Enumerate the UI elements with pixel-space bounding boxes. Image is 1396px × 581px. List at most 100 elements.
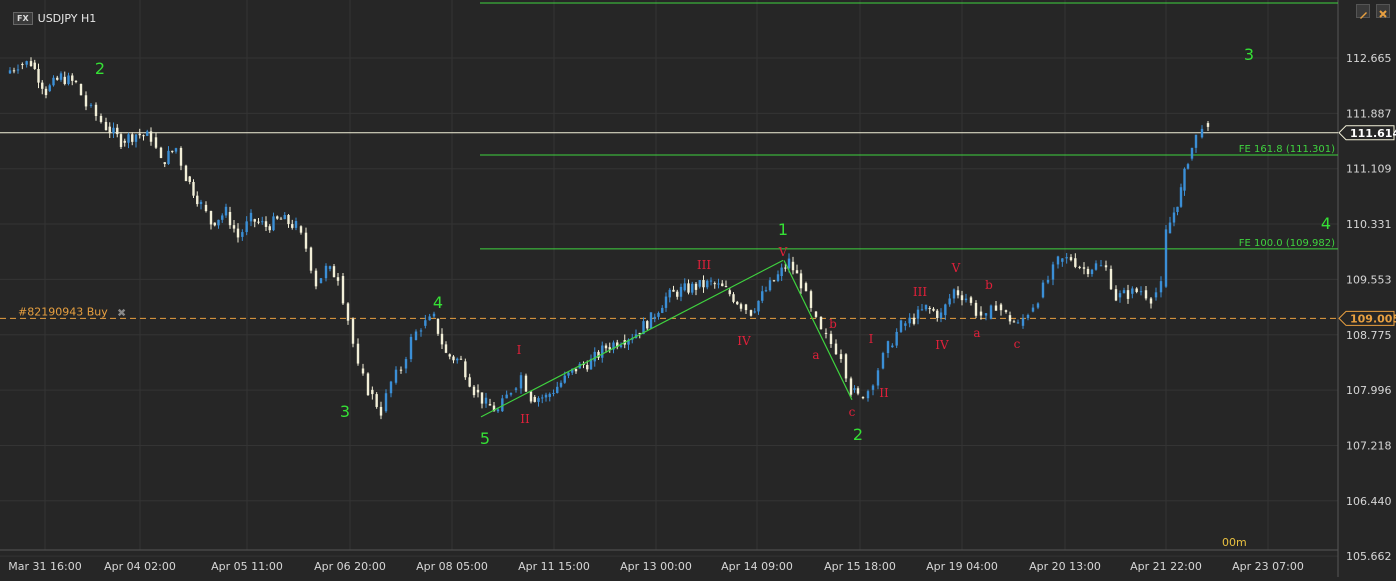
candle-body — [1179, 187, 1183, 207]
candle-body — [537, 398, 540, 402]
wave-label: I — [517, 343, 522, 357]
candle-body — [1176, 206, 1179, 213]
candle-body — [142, 135, 145, 137]
candle-body — [204, 204, 208, 212]
wave-label: c — [849, 405, 856, 419]
candle-body — [541, 397, 544, 399]
candle-body — [1056, 256, 1060, 265]
candle-body — [819, 316, 823, 330]
x-tick-label: Mar 31 16:00 — [8, 560, 81, 573]
candle-body — [71, 75, 74, 81]
y-tick-label: 106.440 — [1346, 495, 1392, 508]
candle-body — [899, 320, 903, 332]
candle-body — [612, 342, 615, 350]
candle-body — [619, 345, 623, 348]
candle-body — [127, 134, 130, 143]
candle-body — [563, 375, 566, 383]
candle-body — [916, 309, 920, 319]
wave-label: 5 — [480, 429, 490, 448]
x-tick-label: Apr 14 09:00 — [721, 560, 793, 573]
candle-body — [134, 134, 138, 142]
candle-body — [116, 127, 119, 135]
candle-body — [16, 69, 20, 71]
wave-label: III — [697, 258, 711, 272]
candle-body — [25, 61, 28, 65]
x-tick-label: Apr 06 20:00 — [314, 560, 386, 573]
candle-body — [428, 316, 431, 321]
candle-body — [1172, 212, 1176, 223]
candle-body — [336, 277, 340, 281]
x-tick-label: Apr 20 13:00 — [1029, 560, 1101, 573]
wave-label: IV — [737, 334, 751, 348]
candle-body — [21, 64, 24, 66]
candle-body — [728, 290, 731, 295]
candle-body — [287, 215, 290, 225]
candle-body — [272, 216, 275, 231]
candle-body — [138, 133, 141, 136]
candle-body — [488, 404, 492, 406]
candle-body — [642, 321, 645, 335]
wave-label: a — [973, 326, 980, 340]
candle-body — [544, 394, 548, 398]
candle-body — [174, 148, 178, 152]
candle-body — [79, 83, 83, 96]
candle-body — [146, 131, 149, 136]
candle-body — [419, 330, 423, 332]
candle-body — [217, 219, 220, 226]
candle-body — [952, 289, 956, 299]
wave-label: I — [869, 332, 874, 346]
candle-body — [1086, 268, 1090, 275]
candle-body — [159, 147, 163, 158]
candle-body — [379, 406, 383, 416]
candle-body — [672, 289, 675, 292]
candle-body — [1082, 267, 1086, 269]
candle-body — [1004, 310, 1008, 312]
candle-body — [924, 304, 928, 310]
candle-body — [1149, 298, 1153, 304]
candle-body — [394, 369, 398, 383]
candle-body — [571, 368, 574, 373]
candle-body — [657, 312, 660, 317]
candle-body — [829, 333, 833, 344]
candle-body — [597, 351, 600, 358]
pencil-icon[interactable] — [1356, 4, 1370, 19]
candle-body — [844, 354, 848, 379]
close-icon[interactable] — [1376, 4, 1390, 18]
fe-100-label: FE 100.0 (109.982) — [1239, 238, 1335, 249]
candle-body — [108, 126, 111, 134]
candle-body — [104, 121, 108, 131]
y-tick-label: 109.553 — [1346, 273, 1392, 286]
candle-body — [361, 368, 365, 374]
candle-body — [753, 311, 756, 313]
order-remove-icon[interactable]: ✖ — [117, 306, 126, 319]
candle-body — [1186, 164, 1190, 169]
candle-body — [928, 308, 931, 310]
candle-body — [399, 369, 403, 371]
candle-body — [131, 134, 134, 142]
wave-label: 3 — [1244, 45, 1254, 64]
candle-body — [856, 388, 860, 394]
candle-body — [732, 294, 735, 302]
candle-body — [529, 391, 533, 402]
candle-body — [567, 372, 570, 376]
candle-body — [984, 313, 988, 316]
fe-161-label: FE 161.8 (111.301) — [1239, 144, 1335, 155]
candle-body — [646, 321, 649, 329]
wave-label: a — [812, 348, 819, 362]
candle-body — [1206, 123, 1210, 127]
candle-body — [346, 303, 350, 321]
candle-body — [1135, 288, 1138, 292]
candle-body — [276, 216, 279, 219]
candle-body — [1104, 265, 1108, 268]
candle-body — [524, 375, 528, 392]
candle-body — [795, 270, 799, 274]
order-label[interactable]: #82190943 Buy — [18, 305, 108, 318]
candle-body — [48, 85, 51, 92]
candle-body — [834, 343, 838, 355]
candle-body — [192, 181, 195, 196]
wave-label: b — [829, 317, 837, 331]
wave-label: III — [913, 285, 927, 299]
candle-body — [163, 162, 166, 165]
